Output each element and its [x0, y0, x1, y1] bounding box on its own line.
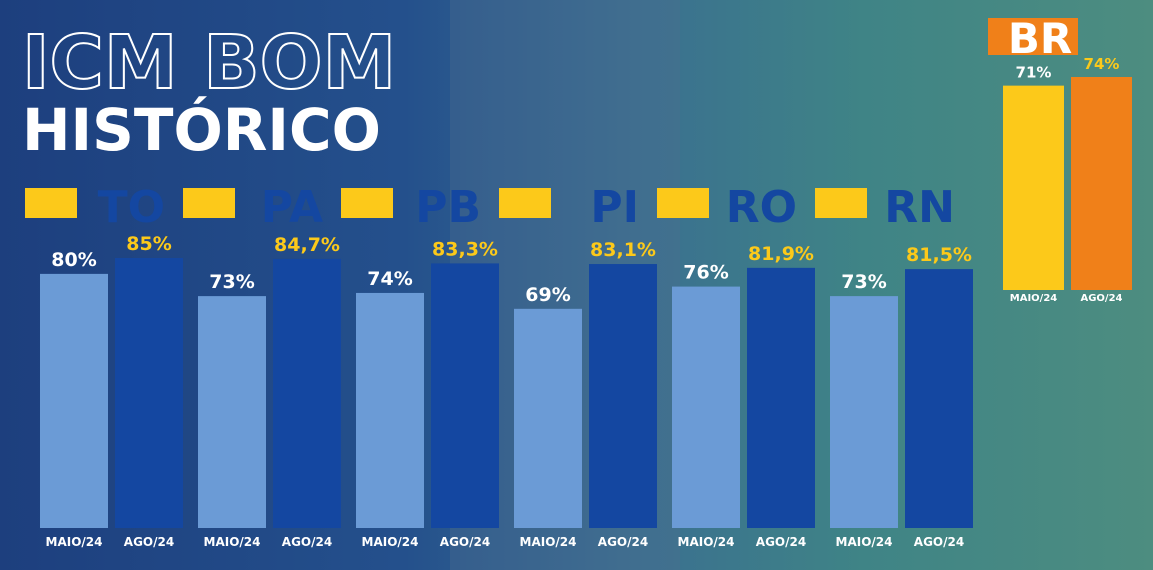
- group-label-box: [341, 188, 393, 218]
- bar: [1071, 77, 1132, 290]
- x-label: MAIO/24: [836, 535, 893, 549]
- x-label: AGO/24: [282, 535, 332, 549]
- bar: [747, 267, 815, 528]
- x-label: AGO/24: [756, 535, 806, 549]
- value-label: 83,3%: [432, 238, 498, 260]
- x-label: MAIO/24: [46, 535, 103, 549]
- bar: [830, 296, 898, 528]
- group-label: PI: [590, 182, 639, 233]
- bar: [589, 264, 657, 528]
- x-label: AGO/24: [598, 535, 648, 549]
- group-label: PB: [415, 182, 481, 233]
- group-label: RO: [726, 182, 797, 233]
- bar: [198, 296, 266, 528]
- x-label: AGO/24: [440, 535, 490, 549]
- chart-subtitle: HISTÓRICO: [22, 95, 381, 164]
- x-label: MAIO/24: [520, 535, 577, 549]
- group-label-box: [815, 188, 867, 218]
- value-label: 74%: [367, 268, 412, 290]
- group-label: PA: [261, 182, 323, 233]
- x-label: AGO/24: [1080, 293, 1122, 304]
- value-label: 73%: [209, 271, 254, 293]
- bar: [356, 292, 424, 528]
- x-label: AGO/24: [914, 535, 964, 549]
- group-label: TO: [98, 182, 165, 233]
- br-title-box: [988, 18, 1078, 55]
- x-label: MAIO/24: [362, 535, 419, 549]
- value-label: 84,7%: [274, 234, 340, 256]
- bar: [431, 263, 499, 528]
- x-label: AGO/24: [124, 535, 174, 549]
- value-label: 71%: [1016, 64, 1052, 82]
- value-label: 81,5%: [906, 244, 972, 266]
- value-label: 83,1%: [590, 239, 656, 261]
- bar: [514, 308, 582, 528]
- value-label: 85%: [126, 233, 171, 255]
- bar: [40, 273, 108, 528]
- value-label: 74%: [1084, 55, 1120, 73]
- x-label: MAIO/24: [1010, 293, 1058, 304]
- group-label-box: [499, 188, 551, 218]
- value-label: 80%: [51, 249, 96, 271]
- bar: [1003, 85, 1064, 290]
- bar: [273, 258, 341, 528]
- value-label: 69%: [525, 284, 570, 306]
- bar: [672, 286, 740, 528]
- x-label: MAIO/24: [204, 535, 261, 549]
- value-label: 81,9%: [748, 243, 814, 265]
- chart-title: ICM BOM: [22, 20, 396, 106]
- group-label-box: [657, 188, 709, 218]
- group-label: RN: [884, 182, 955, 233]
- br-title: BR: [1008, 14, 1072, 63]
- group-label-box: [25, 188, 77, 218]
- value-label: 73%: [841, 271, 886, 293]
- value-label: 76%: [683, 262, 728, 284]
- x-label: MAIO/24: [678, 535, 735, 549]
- group-label-box: [183, 188, 235, 218]
- bar: [115, 258, 183, 528]
- bar: [905, 269, 973, 528]
